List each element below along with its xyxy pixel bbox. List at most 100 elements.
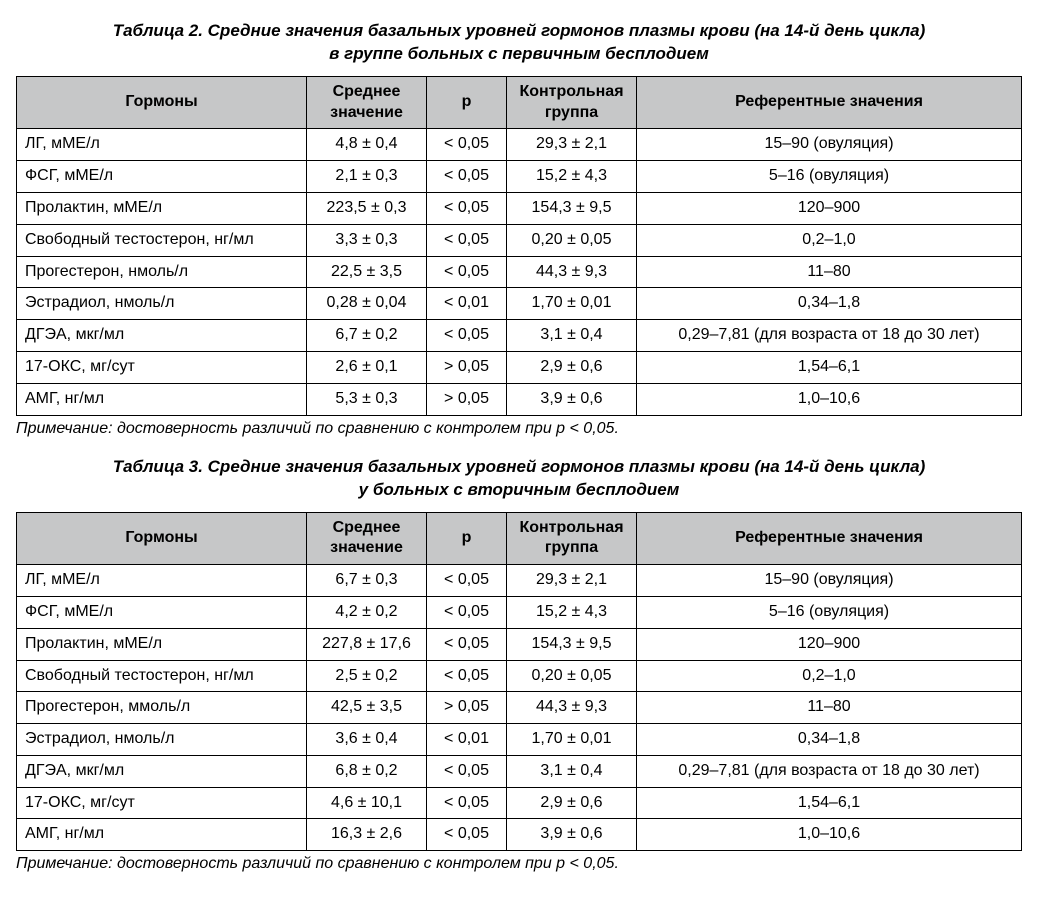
table-cell: Свободный тестостерон, нг/мл — [17, 660, 307, 692]
table-cell: ФСГ, мМЕ/л — [17, 596, 307, 628]
table-row: ФСГ, мМЕ/л4,2 ± 0,2< 0,0515,2 ± 4,35–16 … — [17, 596, 1022, 628]
th-p: p — [427, 512, 507, 565]
table-cell: АМГ, нг/мл — [17, 383, 307, 415]
table2-header-row: Гормоны Среднее значение p Контрольная г… — [17, 76, 1022, 129]
table-cell: 3,9 ± 0,6 — [507, 819, 637, 851]
table-row: Эстрадиол, нмоль/л0,28 ± 0,04< 0,011,70 … — [17, 288, 1022, 320]
table-cell: 2,9 ± 0,6 — [507, 352, 637, 384]
table-row: ДГЭА, мкг/мл6,7 ± 0,2< 0,053,1 ± 0,40,29… — [17, 320, 1022, 352]
table-cell: 1,0–10,6 — [637, 819, 1022, 851]
th-reference: Референтные значения — [637, 512, 1022, 565]
table-cell: 15–90 (овуляция) — [637, 565, 1022, 597]
table-cell: 0,28 ± 0,04 — [307, 288, 427, 320]
table3-header-row: Гормоны Среднее значение p Контрольная г… — [17, 512, 1022, 565]
table-cell: 15–90 (овуляция) — [637, 129, 1022, 161]
th-reference: Референтные значения — [637, 76, 1022, 129]
table3-caption-line2: у больных с вторичным бесплодием — [359, 480, 680, 499]
table-cell: 16,3 ± 2,6 — [307, 819, 427, 851]
table-cell: 4,8 ± 0,4 — [307, 129, 427, 161]
table-cell: < 0,05 — [427, 320, 507, 352]
table-cell: 5–16 (овуляция) — [637, 161, 1022, 193]
table-cell: 4,2 ± 0,2 — [307, 596, 427, 628]
table2-body: ЛГ, мМЕ/л4,8 ± 0,4< 0,0529,3 ± 2,115–90 … — [17, 129, 1022, 415]
table-cell: < 0,05 — [427, 161, 507, 193]
th-mean: Среднее значение — [307, 512, 427, 565]
table-cell: 0,20 ± 0,05 — [507, 224, 637, 256]
table-cell: 4,6 ± 10,1 — [307, 787, 427, 819]
table-cell: 29,3 ± 2,1 — [507, 129, 637, 161]
table-row: ДГЭА, мкг/мл6,8 ± 0,2< 0,053,1 ± 0,40,29… — [17, 755, 1022, 787]
table-cell: Свободный тестостерон, нг/мл — [17, 224, 307, 256]
table-cell: 227,8 ± 17,6 — [307, 628, 427, 660]
table-row: Свободный тестостерон, нг/мл3,3 ± 0,3< 0… — [17, 224, 1022, 256]
th-control: Контрольная группа — [507, 76, 637, 129]
table-cell: 3,1 ± 0,4 — [507, 755, 637, 787]
table-cell: 42,5 ± 3,5 — [307, 692, 427, 724]
table3-body: ЛГ, мМЕ/л6,7 ± 0,3< 0,0529,3 ± 2,115–90 … — [17, 565, 1022, 851]
table-cell: 17-ОКС, мг/сут — [17, 787, 307, 819]
table-cell: Эстрадиол, нмоль/л — [17, 724, 307, 756]
table2-caption: Таблица 2. Средние значения базальных ур… — [16, 20, 1022, 66]
table-cell: < 0,05 — [427, 628, 507, 660]
table-cell: < 0,05 — [427, 787, 507, 819]
table-cell: 2,1 ± 0,3 — [307, 161, 427, 193]
table-cell: 44,3 ± 9,3 — [507, 692, 637, 724]
table-row: АМГ, нг/мл16,3 ± 2,6< 0,053,9 ± 0,61,0–1… — [17, 819, 1022, 851]
th-control: Контрольная группа — [507, 512, 637, 565]
table-cell: Эстрадиол, нмоль/л — [17, 288, 307, 320]
table-cell: ДГЭА, мкг/мл — [17, 755, 307, 787]
table-cell: Прогестерон, нмоль/л — [17, 256, 307, 288]
table-cell: ДГЭА, мкг/мл — [17, 320, 307, 352]
table-cell: < 0,05 — [427, 819, 507, 851]
table-cell: < 0,05 — [427, 596, 507, 628]
table-cell: Пролактин, мМЕ/л — [17, 628, 307, 660]
table-cell: 2,6 ± 0,1 — [307, 352, 427, 384]
table-cell: > 0,05 — [427, 383, 507, 415]
table-row: АМГ, нг/мл5,3 ± 0,3> 0,053,9 ± 0,61,0–10… — [17, 383, 1022, 415]
table-cell: 11–80 — [637, 692, 1022, 724]
table-cell: 6,8 ± 0,2 — [307, 755, 427, 787]
table-cell: 2,5 ± 0,2 — [307, 660, 427, 692]
table-cell: < 0,05 — [427, 129, 507, 161]
table-cell: < 0,05 — [427, 193, 507, 225]
table2-caption-line1: Таблица 2. Средние значения базальных ур… — [113, 21, 926, 40]
table-cell: 154,3 ± 9,5 — [507, 628, 637, 660]
table-cell: 0,20 ± 0,05 — [507, 660, 637, 692]
table-cell: 0,29–7,81 (для возраста от 18 до 30 лет) — [637, 755, 1022, 787]
table-row: ФСГ, мМЕ/л2,1 ± 0,3< 0,0515,2 ± 4,35–16 … — [17, 161, 1022, 193]
table3: Гормоны Среднее значение p Контрольная г… — [16, 512, 1022, 852]
table-cell: ЛГ, мМЕ/л — [17, 565, 307, 597]
table-cell: < 0,01 — [427, 724, 507, 756]
table-cell: < 0,05 — [427, 256, 507, 288]
table-cell: 17-ОКС, мг/сут — [17, 352, 307, 384]
table-row: Прогестерон, нмоль/л22,5 ± 3,5< 0,0544,3… — [17, 256, 1022, 288]
table-cell: < 0,01 — [427, 288, 507, 320]
table-cell: 120–900 — [637, 193, 1022, 225]
table-cell: 1,70 ± 0,01 — [507, 724, 637, 756]
table2-note: Примечание: достоверность различий по ср… — [16, 420, 1022, 438]
table-cell: ФСГ, мМЕ/л — [17, 161, 307, 193]
table-cell: 0,34–1,8 — [637, 724, 1022, 756]
table-row: 17-ОКС, мг/сут2,6 ± 0,1> 0,052,9 ± 0,61,… — [17, 352, 1022, 384]
th-hormones: Гормоны — [17, 76, 307, 129]
table-cell: 15,2 ± 4,3 — [507, 596, 637, 628]
table-cell: < 0,05 — [427, 755, 507, 787]
table-cell: 6,7 ± 0,3 — [307, 565, 427, 597]
table-cell: 6,7 ± 0,2 — [307, 320, 427, 352]
table-cell: > 0,05 — [427, 352, 507, 384]
table-cell: 3,3 ± 0,3 — [307, 224, 427, 256]
table-cell: 223,5 ± 0,3 — [307, 193, 427, 225]
table-row: ЛГ, мМЕ/л4,8 ± 0,4< 0,0529,3 ± 2,115–90 … — [17, 129, 1022, 161]
table-cell: 120–900 — [637, 628, 1022, 660]
table2: Гормоны Среднее значение p Контрольная г… — [16, 76, 1022, 416]
table-row: Пролактин, мМЕ/л227,8 ± 17,6< 0,05154,3 … — [17, 628, 1022, 660]
table-cell: > 0,05 — [427, 692, 507, 724]
table-row: Прогестерон, ммоль/л42,5 ± 3,5> 0,0544,3… — [17, 692, 1022, 724]
table-cell: 2,9 ± 0,6 — [507, 787, 637, 819]
th-hormones: Гормоны — [17, 512, 307, 565]
table2-caption-line2: в группе больных с первичным бесплодием — [329, 44, 709, 63]
table-row: ЛГ, мМЕ/л6,7 ± 0,3< 0,0529,3 ± 2,115–90 … — [17, 565, 1022, 597]
table-row: Свободный тестостерон, нг/мл2,5 ± 0,2< 0… — [17, 660, 1022, 692]
table-cell: < 0,05 — [427, 660, 507, 692]
table-cell: 0,2–1,0 — [637, 660, 1022, 692]
